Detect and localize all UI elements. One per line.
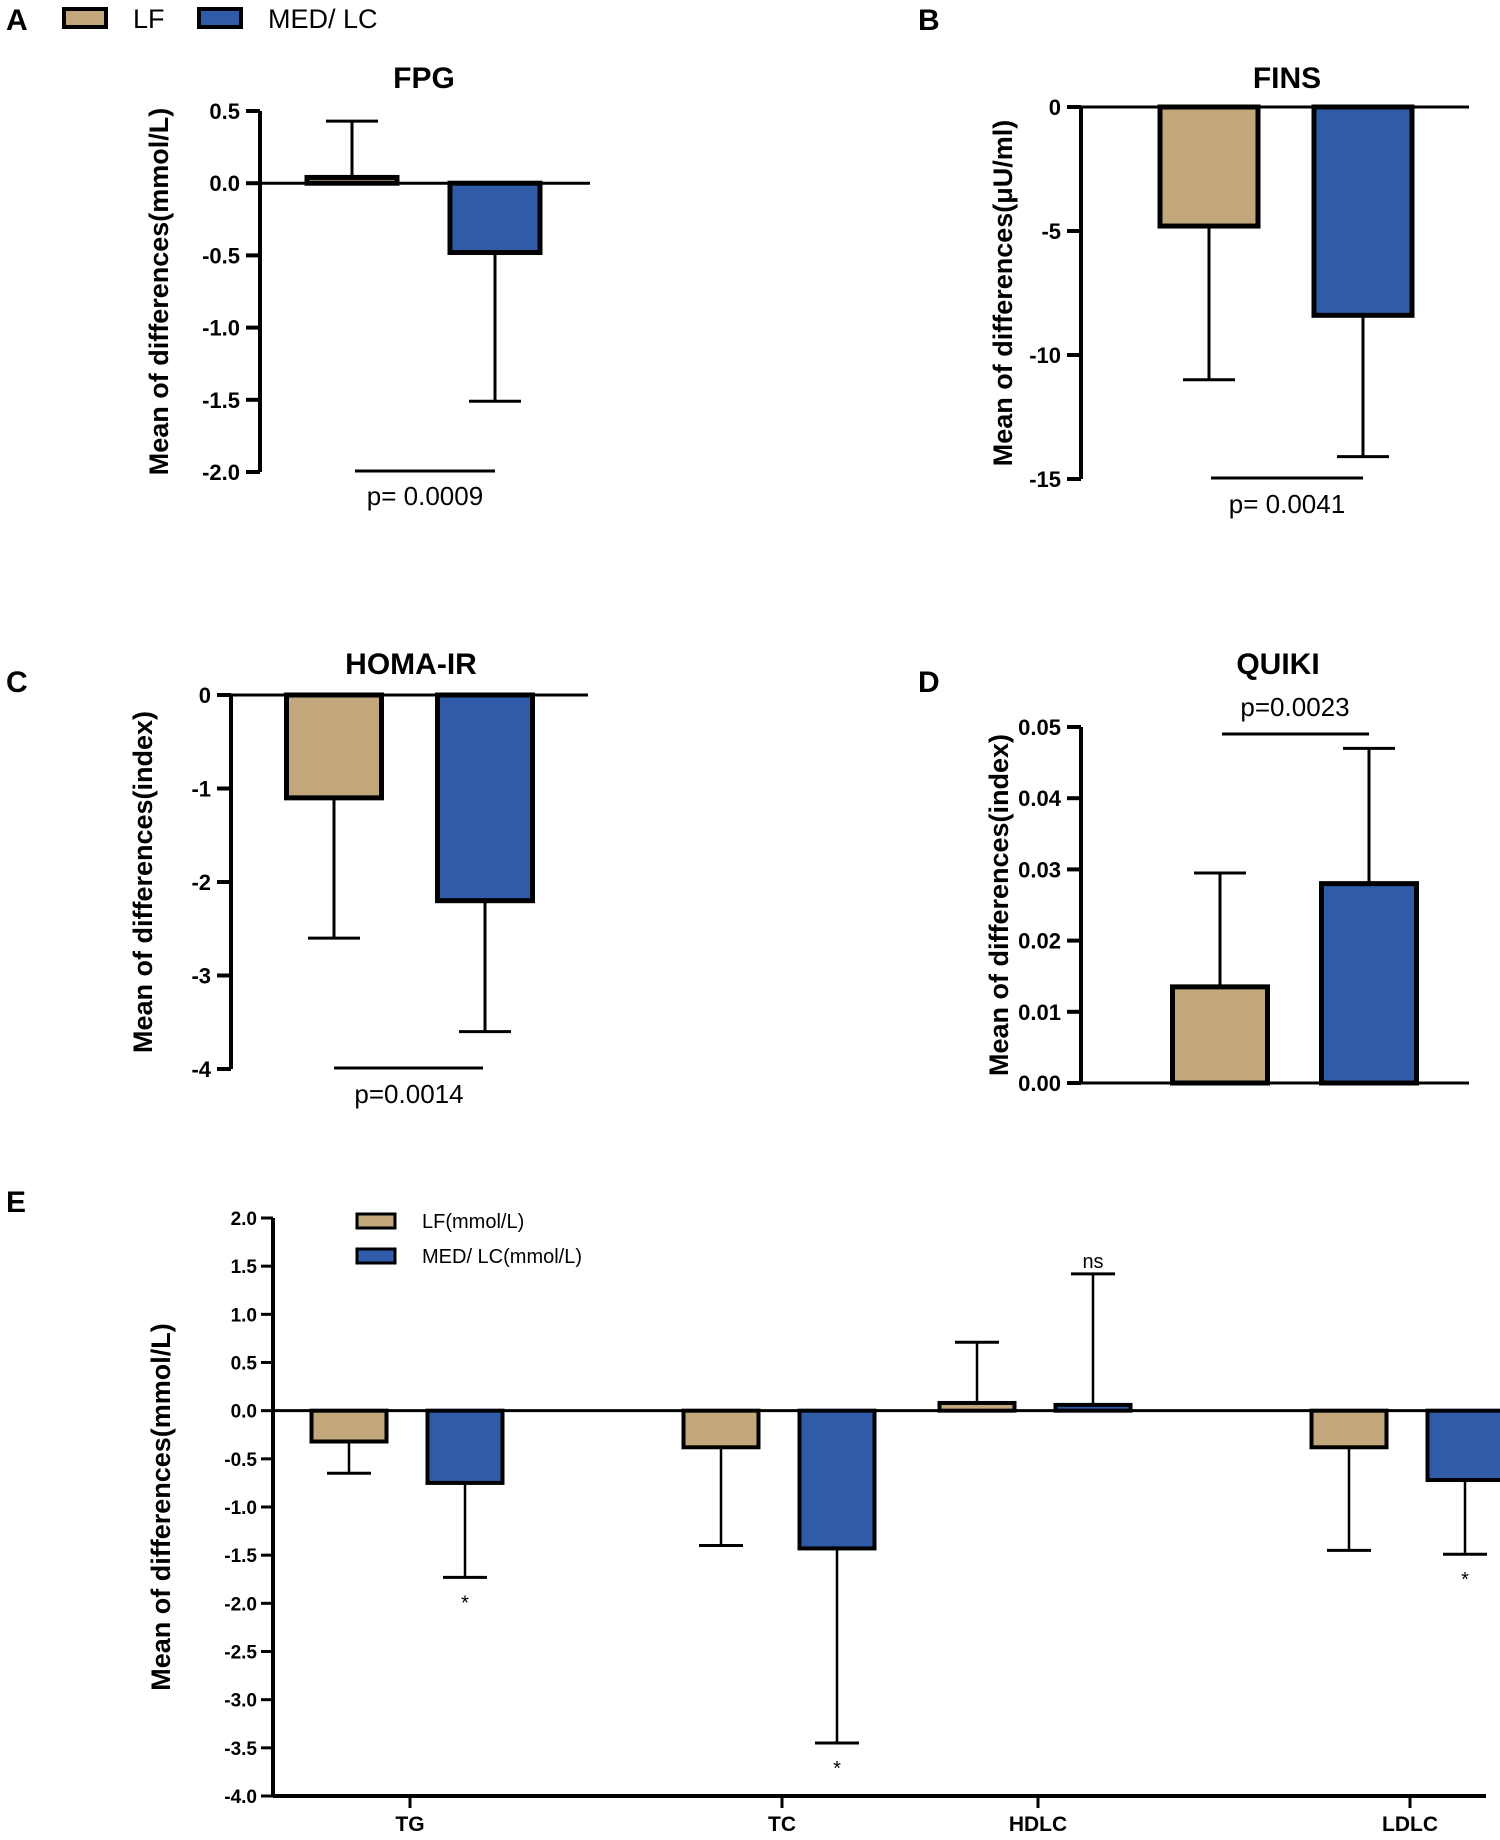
y-axis-label: Mean of differences(index) [984, 734, 1014, 1076]
bar-lf [681, 1408, 761, 1450]
panel-letter-e: E [6, 1186, 26, 1219]
bar-med-lc [435, 692, 535, 904]
y-tick-label: 1.5 [231, 1257, 258, 1278]
x-tick-label: TC [768, 1813, 796, 1836]
y-tick-label: -3.0 [224, 1691, 257, 1712]
y-tick-label: 0.5 [209, 99, 240, 124]
legend-label: LF(mmol/L) [422, 1211, 524, 1233]
y-tick-label: -4.0 [224, 1787, 257, 1808]
legend-label: MED/ LC(mmol/L) [422, 1246, 582, 1268]
bar-med-lc [425, 1408, 505, 1485]
chart-title: QUIKI [1236, 648, 1319, 681]
legend-label-med: MED/ LC [268, 4, 378, 34]
y-tick-label: -1.5 [202, 388, 240, 413]
bar-med-lc [447, 180, 543, 256]
y-tick-label: -0.5 [202, 243, 240, 268]
y-axis-label: Mean of differences(index) [128, 711, 158, 1053]
y-tick-label: -1.0 [224, 1498, 257, 1519]
y-tick-label: 0 [199, 683, 211, 708]
bar-lf [1157, 104, 1261, 229]
legend-swatch-med [197, 7, 243, 29]
chart-title: FINS [1253, 62, 1321, 95]
bar-lf [284, 692, 384, 801]
y-tick-label: -2.0 [202, 460, 240, 485]
y-tick-label: -1.0 [202, 316, 240, 341]
x-tick-label: LDLC [1382, 1813, 1438, 1836]
x-tick-label: TG [395, 1813, 424, 1836]
y-axis-label: Mean of differences(mmol/L) [146, 1323, 176, 1691]
panel-letter-d: D [918, 666, 940, 699]
y-tick-label: 0.00 [1018, 1071, 1061, 1096]
y-tick-label: 0 [1049, 95, 1061, 120]
chart-title: FPG [393, 62, 455, 95]
y-tick-label: -2 [191, 870, 211, 895]
y-tick-label: 0.05 [1018, 715, 1061, 740]
y-tick-label: -5 [1041, 219, 1061, 244]
legend-swatch-lf [62, 7, 108, 29]
y-tick-label: 0.5 [231, 1354, 258, 1375]
y-tick-label: -0.5 [224, 1450, 257, 1471]
y-tick-label: 0.02 [1018, 929, 1061, 954]
y-tick-label: -15 [1029, 467, 1061, 492]
p-value-label: p= 0.0009 [367, 481, 483, 511]
y-tick-label: -4 [191, 1057, 211, 1082]
y-tick-label: 2.0 [231, 1209, 257, 1230]
y-tick-label: 0.04 [1018, 786, 1062, 811]
legend-swatch-med-lc [355, 1247, 397, 1265]
bar-lf [1309, 1408, 1389, 1450]
y-tick-label: -2.5 [224, 1643, 257, 1664]
y-tick-label: 0.0 [231, 1402, 257, 1423]
legend-swatch-lf [355, 1212, 397, 1230]
panel-letter-c: C [6, 666, 28, 699]
panel-letter-b: B [918, 4, 940, 37]
y-tick-label: -3.5 [224, 1739, 257, 1760]
bar-med-lc [1311, 104, 1415, 318]
y-tick-label: 0.0 [209, 171, 240, 196]
bar-med-lc [797, 1408, 877, 1551]
significance-mark: * [1461, 1569, 1469, 1591]
p-value-label: p=0.0023 [1240, 692, 1349, 722]
p-value-label: p=0.0014 [354, 1079, 463, 1109]
y-tick-label: -1.5 [224, 1546, 257, 1567]
legend-label-lf: LF [133, 4, 165, 34]
y-axis-label: Mean of differences(μU/ml) [988, 120, 1018, 467]
significance-mark: * [833, 1758, 841, 1780]
y-tick-label: 0.03 [1018, 857, 1061, 882]
bar-med-lc [1425, 1408, 1500, 1483]
panel-letter-a: A [6, 4, 28, 37]
p-value-label: p= 0.0041 [1229, 489, 1345, 519]
bar-lf [309, 1408, 389, 1444]
significance-mark: * [461, 1592, 469, 1614]
y-tick-label: 1.0 [231, 1305, 257, 1326]
bar-med-lc [1319, 881, 1419, 1086]
y-tick-label: -3 [191, 964, 211, 989]
y-tick-label: 0.01 [1018, 1000, 1061, 1025]
chart-title: HOMA-IR [345, 648, 477, 681]
bar-lf [1170, 984, 1270, 1086]
y-tick-label: -1 [191, 777, 211, 802]
x-tick-label: HDLC [1009, 1813, 1067, 1836]
y-tick-label: -2.0 [224, 1594, 257, 1615]
y-tick-label: -10 [1029, 343, 1061, 368]
y-axis-label: Mean of differences(mmol/L) [144, 108, 174, 476]
significance-mark: ns [1082, 1251, 1103, 1273]
